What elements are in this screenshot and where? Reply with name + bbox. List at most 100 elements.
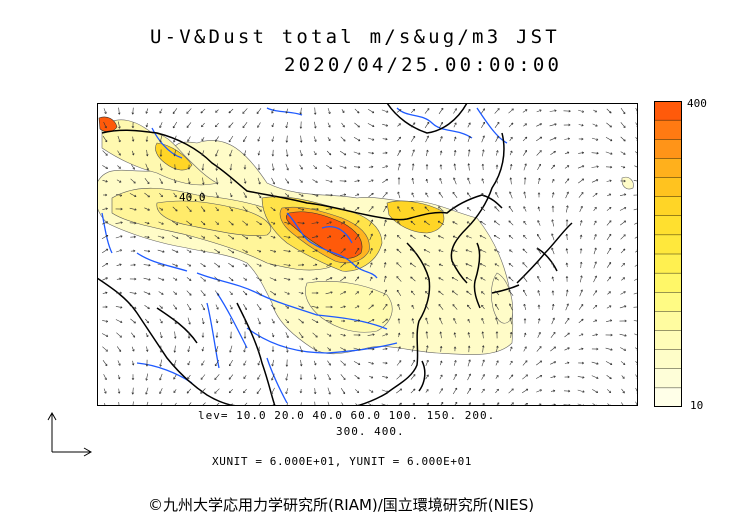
- wind-arrow-head: [397, 303, 400, 307]
- wind-arrow: [311, 222, 319, 224]
- wind-arrow: [453, 122, 457, 128]
- wind-arrow: [312, 249, 318, 253]
- wind-arrow: [256, 108, 262, 114]
- wind-arrow-head: [203, 279, 206, 282]
- wind-arrow-head: [106, 235, 109, 238]
- wind-arrow-head: [537, 192, 541, 195]
- wind-arrow-head: [454, 136, 457, 139]
- wind-arrow-head: [440, 107, 444, 111]
- wind-arrow: [593, 109, 597, 113]
- wind-arrow: [228, 220, 234, 226]
- wind-arrow: [116, 278, 122, 280]
- wind-arrow-head: [610, 152, 613, 155]
- wind-arrow: [549, 110, 557, 112]
- wind-arrow-head: [522, 275, 525, 279]
- wind-arrow: [537, 234, 541, 240]
- wind-arrow: [551, 247, 555, 255]
- wind-arrow: [171, 235, 179, 239]
- wind-arrow: [159, 388, 163, 394]
- wind-arrow-head: [273, 208, 276, 211]
- wind-arrow-head: [285, 378, 288, 381]
- wind-arrow-head: [438, 290, 441, 294]
- wind-arrow: [172, 263, 178, 267]
- wind-arrow: [340, 276, 346, 282]
- wind-arrow-head: [523, 234, 526, 238]
- wind-arrow-head: [231, 250, 235, 254]
- wind-arrow: [551, 317, 555, 325]
- wind-arrow: [580, 261, 582, 269]
- wind-arrow-head: [496, 375, 499, 378]
- wind-arrow-head: [508, 220, 511, 223]
- wind-arrow-head: [385, 178, 388, 182]
- wind-arrow-head: [608, 276, 611, 279]
- wind-arrow-head: [479, 235, 482, 238]
- wind-arrow-head: [104, 391, 107, 394]
- wind-arrow: [298, 305, 304, 309]
- wind-arrow-head: [622, 391, 625, 394]
- wind-arrow: [423, 235, 431, 239]
- wind-arrow-head: [482, 374, 485, 377]
- wind-arrow-head: [245, 209, 248, 212]
- wind-arrow: [607, 276, 611, 282]
- wind-arrow-head: [371, 206, 374, 209]
- wind-arrow-head: [370, 247, 373, 251]
- wind-arrow-head: [609, 179, 612, 183]
- wind-arrow: [272, 332, 274, 338]
- wind-arrow: [102, 208, 108, 210]
- wind-arrow-head: [203, 293, 206, 296]
- wind-arrow: [494, 263, 500, 267]
- wind-arrow-head: [370, 276, 373, 280]
- wind-arrow-head: [624, 193, 627, 196]
- wind-arrow: [102, 346, 108, 352]
- wind-arrow: [117, 165, 121, 169]
- wind-arrow: [412, 178, 414, 184]
- wind-arrow: [173, 374, 177, 380]
- wind-arrow: [467, 388, 471, 394]
- wind-arrow: [353, 136, 361, 142]
- wind-arrow-head: [523, 206, 526, 209]
- wind-arrow: [439, 178, 443, 184]
- wind-arrow: [103, 374, 107, 380]
- wind-arrow-head: [623, 248, 626, 251]
- wind-arrow: [368, 361, 374, 365]
- wind-arrow-head: [286, 306, 289, 309]
- wind-arrow-head: [302, 235, 305, 239]
- wind-arrow: [440, 331, 442, 339]
- wind-arrow-head: [328, 111, 331, 115]
- wind-arrow: [186, 220, 192, 226]
- wind-arrow-head: [411, 206, 414, 210]
- wind-arrow-head: [242, 111, 245, 114]
- wind-arrow: [228, 262, 234, 268]
- wind-arrow-head: [285, 391, 288, 395]
- wind-arrow: [312, 332, 318, 338]
- wind-arrow: [535, 375, 543, 379]
- wind-arrow: [201, 360, 205, 366]
- wind-arrow: [522, 360, 528, 366]
- wind-arrow-head: [579, 220, 583, 223]
- wind-arrow: [481, 193, 485, 197]
- wind-arrow-head: [173, 377, 176, 380]
- wind-arrow-head: [104, 111, 107, 114]
- wind-arrow-head: [594, 261, 597, 264]
- wind-arrow-head: [609, 319, 613, 322]
- wind-arrow-head: [329, 221, 332, 224]
- wind-arrow-head: [397, 206, 400, 209]
- wind-arrow-head: [412, 359, 416, 363]
- wind-arrow-head: [313, 126, 317, 129]
- wind-arrow-head: [133, 263, 136, 267]
- wind-arrow: [354, 122, 360, 128]
- wind-arrow-head: [523, 289, 526, 293]
- wind-arrow-head: [299, 140, 303, 143]
- wind-arrow-head: [523, 303, 526, 307]
- wind-arrow-head: [188, 264, 192, 267]
- wind-arrow: [564, 332, 570, 338]
- wind-arrow-head: [453, 177, 456, 180]
- wind-arrow-head: [385, 165, 388, 168]
- wind-arrow: [157, 277, 165, 281]
- wind-arrow: [397, 123, 401, 127]
- wind-arrow-head: [565, 289, 569, 292]
- wind-arrow: [202, 163, 204, 171]
- wind-arrow-head: [244, 278, 247, 281]
- wind-arrow-head: [187, 362, 190, 366]
- wind-arrow: [620, 151, 626, 155]
